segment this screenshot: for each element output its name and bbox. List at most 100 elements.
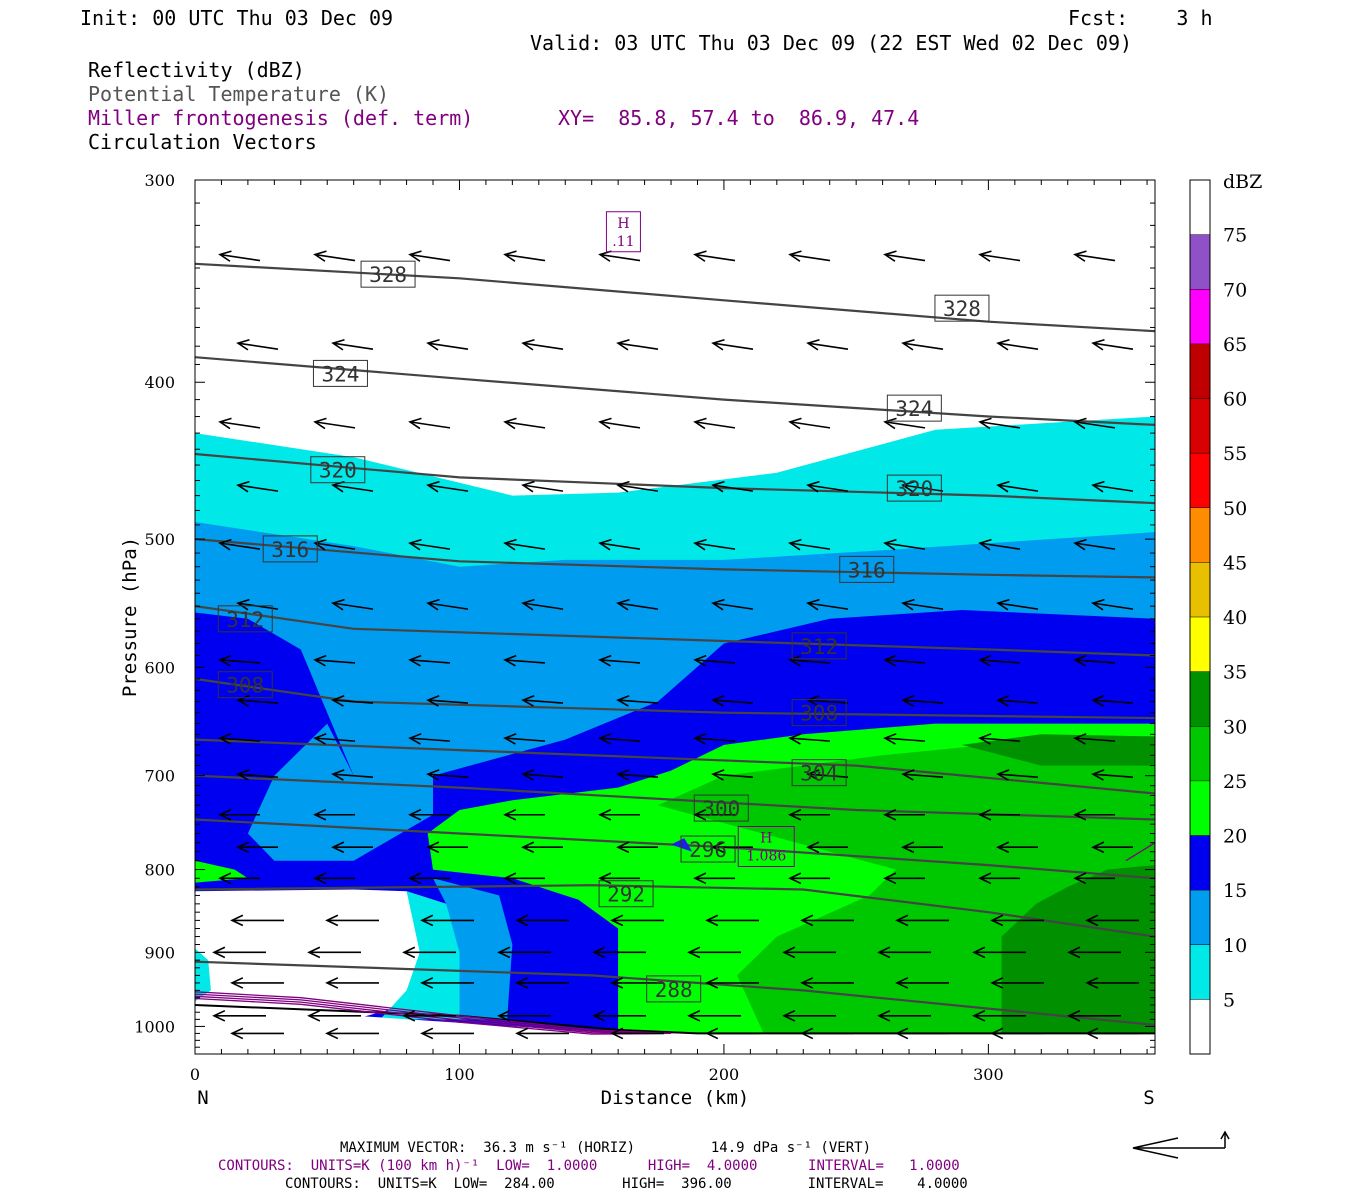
theta-contour-324 <box>195 356 1155 426</box>
colorbar-label: 15 <box>1223 880 1247 902</box>
vector-arrowhead <box>1067 946 1081 959</box>
theta-label-text: 292 <box>607 883 645 907</box>
circulation-vector <box>332 699 374 704</box>
theta-label-box <box>217 671 273 699</box>
circulation-vector <box>789 253 831 262</box>
vector-arrowhead <box>426 598 440 611</box>
reflectivity-5dbz-lower <box>380 891 460 1020</box>
theta-label-text: 320 <box>319 459 357 483</box>
vector-arrowhead <box>610 1027 624 1040</box>
vector-arrowhead <box>331 598 345 611</box>
cross-section-xy: XY= 85.8, 57.4 to 86.9, 47.4 <box>558 106 920 130</box>
vector-arrowhead <box>1073 654 1087 667</box>
theta-label-296: 296 <box>680 835 736 863</box>
circulation-vector <box>522 699 564 704</box>
vector-arrowhead <box>616 769 630 781</box>
circulation-vector <box>427 342 469 350</box>
reflectivity-white-pocket <box>195 889 447 1027</box>
colorbar-label: 10 <box>1223 935 1247 957</box>
circulation-vector <box>902 342 944 350</box>
colorbar-label: 60 <box>1223 389 1247 411</box>
vector-arrowhead <box>598 250 612 262</box>
y-tick-label: 600 <box>144 658 175 677</box>
field-reflectivity: Reflectivity (dBZ) <box>88 58 305 82</box>
vector-arrowhead <box>782 946 796 959</box>
vector-arrowhead <box>711 695 725 707</box>
vector-arrowhead <box>503 250 517 262</box>
colorbar-label: 75 <box>1223 225 1247 247</box>
vector-arrowhead <box>883 654 897 667</box>
vector-arrowhead <box>408 808 422 821</box>
vector-arrowhead <box>313 538 327 551</box>
circulation-vector <box>694 659 736 664</box>
miller-max-letter: H <box>617 216 629 232</box>
vector-arrowhead <box>996 338 1010 351</box>
vector-arrowhead <box>610 977 624 989</box>
vector-arrowhead <box>521 480 535 493</box>
theta-label-328: 328 <box>934 294 990 322</box>
theta-contour-312 <box>195 605 1155 657</box>
vector-arrowhead <box>592 946 606 959</box>
y-tick-label: 500 <box>144 530 175 549</box>
circulation-vector <box>522 342 564 350</box>
field-theta: Potential Temperature (K) <box>88 82 390 106</box>
vector-arrowhead <box>693 808 707 821</box>
vector-arrowhead <box>331 769 345 781</box>
vector-arrowhead <box>616 598 630 611</box>
vector-arrowhead <box>1073 250 1087 262</box>
reflectivity-10dbz-strip <box>433 878 513 1020</box>
circulation-vector <box>599 542 641 550</box>
vector-arrowhead <box>1091 598 1105 611</box>
vector-arrowhead <box>331 841 345 854</box>
circulation-vector <box>997 602 1039 610</box>
colorbar-label: 65 <box>1223 334 1247 356</box>
vector-arrowhead <box>1091 695 1105 707</box>
y-tick-label: 300 <box>144 171 175 190</box>
circulation-vector <box>1092 699 1134 704</box>
vector-arrowhead <box>313 808 327 821</box>
vector-arrowhead <box>521 841 535 854</box>
vector-arrowhead <box>408 654 422 667</box>
theta-label-text: 312 <box>226 608 264 632</box>
vector-arrowhead <box>972 946 986 959</box>
vector-arrowhead <box>218 654 232 667</box>
vector-arrowhead <box>978 654 992 667</box>
theta-contour-320 <box>195 452 1155 505</box>
vector-arrowhead <box>978 538 992 551</box>
theta-label-box <box>886 394 942 422</box>
theta-label-300: 300 <box>693 794 749 822</box>
miller-contour-note: CONTOURS: UNITS=K (100 km h)⁻¹ LOW= 1.00… <box>218 1158 960 1174</box>
contour-labels: 328 328 324 324 320 320 316 316 312 312 308 308 304 3… <box>217 211 990 1003</box>
theta-label-box <box>598 880 654 908</box>
circulation-vector <box>997 342 1039 350</box>
vector-arrowhead <box>325 977 339 989</box>
theta-label-box <box>791 699 847 727</box>
theta-contour-288 <box>195 960 1155 1027</box>
forecast-hour: Fcst: 3 h <box>1068 6 1213 30</box>
vector-arrowhead <box>420 914 434 927</box>
vector-arrowhead <box>598 733 612 745</box>
vector-arrowhead <box>978 872 992 885</box>
theta-label-text: 328 <box>943 297 981 321</box>
vector-arrowhead <box>503 808 517 821</box>
circulation-vector <box>219 737 261 742</box>
circulation-vector <box>902 699 944 704</box>
vector-arrowhead <box>990 914 1004 927</box>
vector-arrowhead <box>230 977 244 989</box>
vector-arrowhead <box>408 733 422 745</box>
circulation-vector <box>219 659 261 664</box>
circulation-vector <box>504 659 546 664</box>
vector-arrowhead <box>883 808 897 821</box>
colorbar-label: 70 <box>1223 279 1247 301</box>
vector-arrowhead <box>788 250 802 262</box>
colorbar-segment <box>1190 617 1210 672</box>
vector-arrowhead <box>711 338 725 351</box>
plot-frame <box>194 179 1156 1055</box>
vector-arrowhead <box>1091 769 1105 781</box>
vector-arrowhead <box>978 808 992 821</box>
vector-arrowhead <box>705 977 719 989</box>
circulation-vector <box>409 253 451 262</box>
valid-time: Valid: 03 UTC Thu 03 Dec 09 (22 EST Wed … <box>530 31 1133 55</box>
vector-arrowhead <box>990 977 1004 989</box>
miller-max-value: 1.086 <box>746 849 786 865</box>
